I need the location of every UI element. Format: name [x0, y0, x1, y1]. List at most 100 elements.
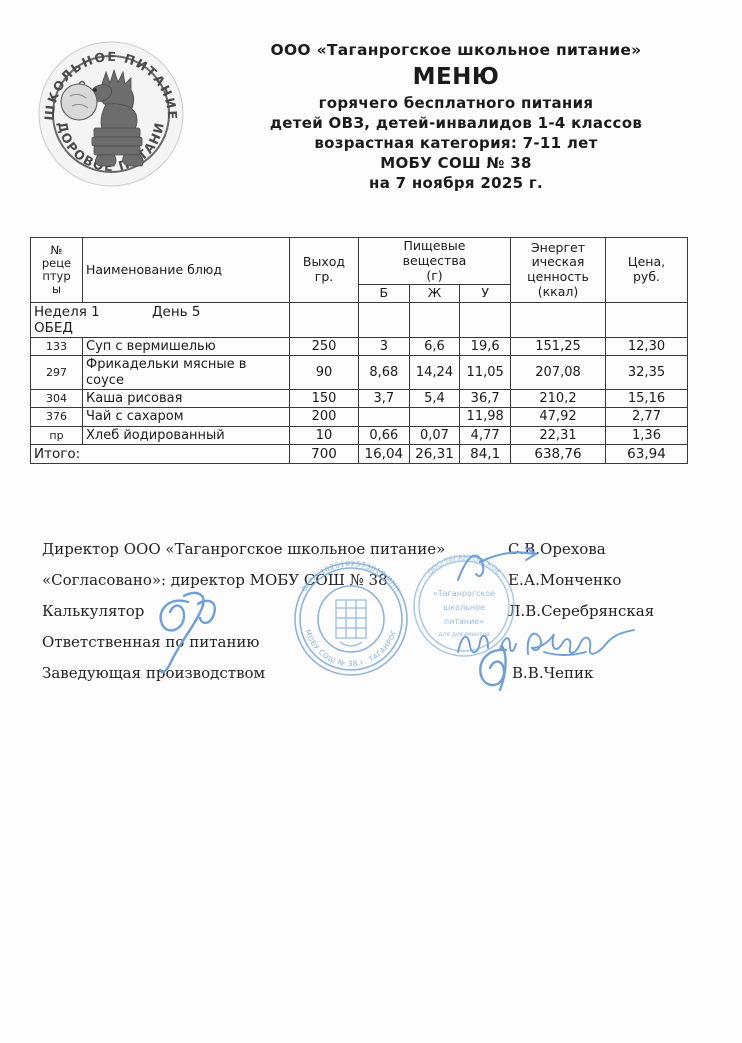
subtitle-line-2: детей ОВЗ, детей-инвалидов 1-4 классов [269, 114, 643, 133]
cell-dish-name: Хлеб йодированный [82, 425, 290, 445]
header-recipe-no-line-4: ы [51, 281, 62, 296]
table-header-row-1: № реце птур ы Наименование блюд Выход гр… [30, 236, 688, 303]
table-head: № реце птур ы Наименование блюд Выход гр… [30, 236, 688, 303]
signature-row: Директор ООО «Таганрогское школьное пита… [42, 534, 702, 565]
signature-name: В.В.Чепик [512, 664, 594, 682]
table-row: 297 Фрикадельки мясные в соусе 90 8,68 1… [30, 355, 688, 390]
cell-dish-name: Каша рисовая [82, 388, 290, 409]
header-protein: Б [358, 284, 410, 303]
cell-fat: 6,6 [408, 336, 461, 357]
day-header-protein [358, 302, 410, 338]
signature-name: С.В.Орехова [508, 540, 606, 558]
header-carbs: У [459, 284, 511, 303]
subtitle-line-3: возрастная категория: 7-11 лет [314, 134, 598, 153]
total-carbs: 84,1 [459, 443, 511, 464]
signature-row: «Согласовано»: директор МОБУ СОШ № 38 Е.… [42, 565, 702, 596]
organization-name: ООО «Таганрогское школьное питание» [270, 41, 642, 59]
cell-output: 90 [289, 355, 359, 390]
header-output-label: Выход [302, 254, 346, 270]
table-header-row-2: Б Ж У [31, 284, 688, 303]
signature-name: Л.В.Серебрянская [508, 602, 655, 620]
cell-dish-name: Суп с вермишелью [82, 336, 290, 357]
cell-price: 32,35 [605, 355, 688, 390]
menu-date: на 7 ноября 2025 г. [369, 173, 543, 192]
day-header-energy [510, 302, 606, 338]
header-price-label: Цена, [627, 254, 666, 270]
menu-table-container: № реце птур ы Наименование блюд Выход гр… [30, 236, 688, 464]
header-price-unit: руб. [632, 269, 660, 284]
table-row: 304 Каша рисовая 150 3,7 5,4 36,7 210,2 … [30, 388, 688, 409]
day-header-output [289, 302, 359, 338]
header-recipe-no-line-2: реце [41, 256, 72, 271]
cell-fat: 0,07 [408, 425, 461, 445]
cell-protein: 8,68 [358, 355, 410, 390]
day-header-week: Неделя 1 [34, 304, 100, 320]
header-nutrients-line-2: вещества [402, 252, 467, 268]
cell-energy: 47,92 [510, 407, 606, 427]
cell-output: 10 [289, 425, 359, 445]
cell-recipe-no: 376 [30, 407, 83, 427]
cell-price: 1,36 [605, 425, 688, 445]
total-row: Итого: 700 16,04 26,31 84,1 638,76 63,94 [30, 443, 688, 464]
day-header-carbs [459, 302, 511, 338]
signature-block: Директор ООО «Таганрогское школьное пита… [42, 534, 702, 689]
signature-role: Заведующая производством [42, 664, 266, 682]
cell-carbs: 19,6 [459, 336, 511, 357]
total-price: 63,94 [605, 443, 688, 464]
day-header-meal: ОБЕД [34, 320, 73, 336]
cell-fat: 14,24 [408, 355, 461, 390]
cell-energy: 151,25 [510, 336, 606, 357]
cell-output: 200 [289, 407, 359, 427]
cell-recipe-no: 133 [30, 336, 83, 357]
total-protein: 16,04 [358, 443, 410, 464]
header-price: Цена, руб. [605, 237, 688, 303]
cell-protein: 0,66 [358, 425, 410, 445]
table-row: 133 Суп с вермишелью 250 3 6,6 19,6 151,… [30, 336, 688, 357]
signature-name: Е.А.Монченко [508, 571, 622, 589]
page-title: МЕНЮ [412, 63, 500, 90]
cell-fat [408, 407, 461, 427]
signature-role: Калькулятор [42, 602, 145, 620]
cell-energy: 210,2 [510, 388, 606, 409]
day-header-fat [408, 302, 461, 338]
signature-role: Директор ООО «Таганрогское школьное пита… [42, 540, 446, 558]
cell-energy: 22,31 [510, 425, 606, 445]
header-recipe-no-line-3: птур [42, 269, 71, 283]
cell-energy: 207,08 [510, 355, 606, 390]
cell-price: 15,16 [605, 388, 688, 409]
signature-role: «Согласовано»: директор МОБУ СОШ № 38 [42, 571, 388, 589]
header-output-unit: гр. [314, 269, 334, 284]
document-header: ООО «Таганрогское школьное питание» МЕНЮ… [196, 40, 716, 194]
signature-row: Калькулятор Л.В.Серебрянская [42, 596, 702, 627]
header-recipe-no-line-1: № [50, 243, 63, 258]
day-header-cell: Неделя 1 День 5 ОБЕД [30, 302, 290, 338]
cell-carbs: 11,98 [459, 407, 511, 427]
school-name: МОБУ СОШ № 38 [380, 154, 532, 172]
cell-carbs: 36,7 [459, 388, 511, 409]
subtitle-line-1: горячего бесплатного питания [318, 94, 594, 113]
cell-recipe-no: 297 [30, 355, 83, 390]
total-output: 700 [289, 443, 359, 464]
header-nutrients-line-3: (г) [426, 267, 443, 283]
header-energy-line-2: ическая [531, 254, 585, 270]
header-dish-name: Наименование блюд [82, 237, 290, 303]
cell-carbs: 4,77 [459, 425, 511, 445]
table-row: пр Хлеб йодированный 10 0,66 0,07 4,77 2… [30, 425, 688, 445]
header-energy-line-4: (ккал) [537, 283, 579, 299]
total-energy: 638,76 [510, 443, 606, 464]
menu-table: № реце птур ы Наименование блюд Выход гр… [30, 236, 688, 464]
day-header-price [605, 302, 688, 338]
cell-dish-name: Фрикадельки мясные в соусе [82, 355, 290, 390]
header-energy-line-3: ценность [527, 269, 589, 284]
cell-protein: 3 [358, 336, 410, 357]
header-output: Выход гр. [289, 237, 359, 303]
signature-row: Заведующая производством В.В.Чепик [42, 658, 702, 689]
signature-row: Ответственная по питанию [42, 627, 702, 658]
cell-protein: 3,7 [358, 388, 410, 409]
total-label: Итого: [30, 443, 290, 464]
header-nutrients-line-1: Пищевые [403, 238, 466, 253]
total-fat: 26,31 [408, 443, 461, 464]
header-fat: Ж [408, 284, 461, 303]
signature-role: Ответственная по питанию [42, 633, 260, 651]
